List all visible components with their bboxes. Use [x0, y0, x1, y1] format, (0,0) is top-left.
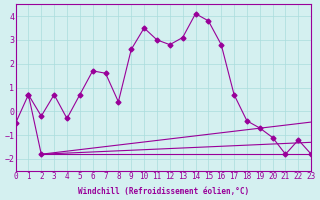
X-axis label: Windchill (Refroidissement éolien,°C): Windchill (Refroidissement éolien,°C) [78, 187, 249, 196]
